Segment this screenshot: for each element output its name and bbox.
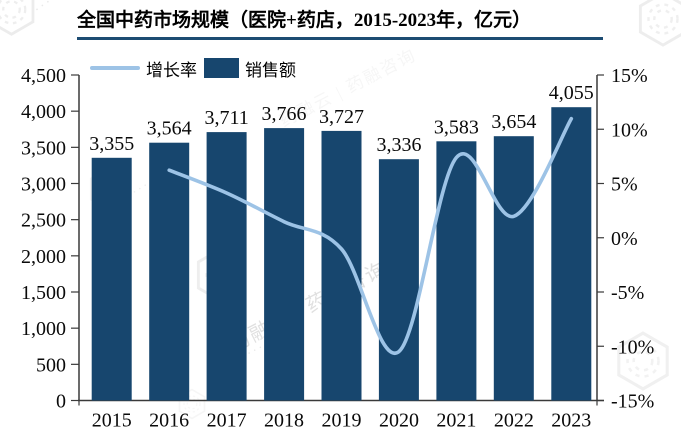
- x-axis-label: 2018: [264, 410, 304, 432]
- left-axis-label: 2,000: [21, 246, 66, 268]
- bar-2020: [378, 159, 419, 401]
- right-axis-label: 5%: [611, 174, 638, 196]
- left-axis-label: 3,000: [21, 174, 66, 196]
- bar-value-label: 3,766: [262, 103, 307, 125]
- x-axis-label: 2021: [436, 410, 476, 432]
- left-axis-label: 500: [36, 354, 66, 376]
- bar-value-label: 3,336: [376, 134, 421, 156]
- x-axis-label: 2019: [322, 410, 362, 432]
- legend-bar-swatch: [204, 58, 239, 78]
- title-block: 全国中药市场规模（医院+药店，2015-2023年，亿元）: [77, 8, 603, 40]
- left-axis-label: 1,000: [21, 318, 66, 340]
- growth-rate-line: [167, 116, 574, 356]
- legend-label-sales: 销售额: [245, 60, 296, 80]
- bar-2021: [436, 141, 477, 401]
- x-axis-label: 2017: [207, 410, 247, 432]
- legend-item-growth-rate: 增长率: [90, 56, 197, 81]
- chart-title: 全国中药市场规模（医院+药店，2015-2023年，亿元）: [77, 10, 532, 31]
- bar-value-label: 3,727: [319, 106, 364, 128]
- bar-2016: [149, 142, 190, 401]
- left-axis-label: 4,500: [21, 65, 66, 87]
- x-axis-label: 2023: [551, 410, 591, 432]
- right-axis-label: -10%: [611, 336, 654, 358]
- right-axis-label: -15%: [611, 391, 654, 413]
- bar-2017: [206, 132, 247, 401]
- bar-value-label: 3,355: [89, 133, 134, 155]
- bar-2018: [264, 128, 305, 401]
- legend: 增长率 销售额: [90, 56, 296, 81]
- right-axis-label: 0%: [611, 228, 638, 250]
- legend-label-growth-rate: 增长率: [146, 60, 197, 80]
- x-axis-label: 2022: [494, 410, 534, 432]
- bar-2022: [493, 136, 534, 401]
- bar-2015: [91, 157, 132, 401]
- x-axis-label: 2020: [379, 410, 419, 432]
- left-axis-label: 3,500: [21, 137, 66, 159]
- bar-value-label: 3,583: [434, 116, 479, 138]
- x-axis-label: 2016: [149, 410, 189, 432]
- bar-value-label: 3,654: [491, 111, 536, 133]
- right-axis-label: 15%: [611, 65, 648, 87]
- x-axis-label: 2015: [92, 410, 132, 432]
- left-axis-label: 0: [56, 391, 66, 413]
- left-axis-label: 4,000: [21, 101, 66, 123]
- left-axis-label: 2,500: [21, 210, 66, 232]
- bar-value-label: 3,711: [204, 107, 248, 129]
- bar-2023: [551, 107, 592, 401]
- right-axis-label: 10%: [611, 119, 648, 141]
- bar-value-label: 3,564: [147, 118, 192, 140]
- legend-line-swatch: [90, 66, 140, 70]
- legend-item-sales: 销售额: [204, 56, 296, 81]
- bar-value-label: 4,055: [549, 82, 594, 104]
- left-axis-label: 1,500: [21, 282, 66, 304]
- bar-2019: [321, 130, 362, 401]
- right-axis-label: -5%: [611, 282, 644, 304]
